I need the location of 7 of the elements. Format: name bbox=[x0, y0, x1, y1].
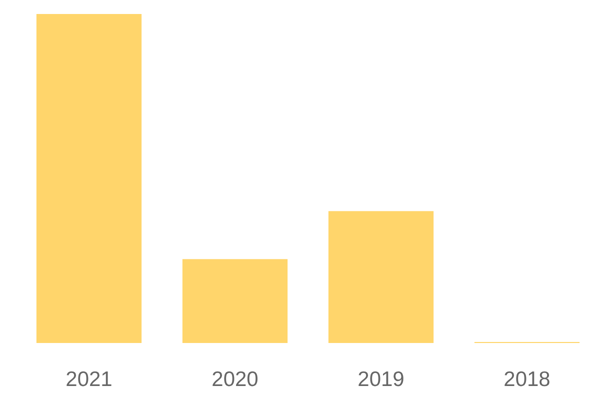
bar bbox=[328, 211, 434, 343]
bar bbox=[36, 14, 142, 343]
x-tick-label: 2021 bbox=[66, 368, 112, 391]
bar bbox=[182, 259, 288, 343]
x-tick-label: 2019 bbox=[358, 368, 404, 391]
x-tick-label: 2018 bbox=[504, 368, 550, 391]
x-tick-label: 2020 bbox=[212, 368, 258, 391]
